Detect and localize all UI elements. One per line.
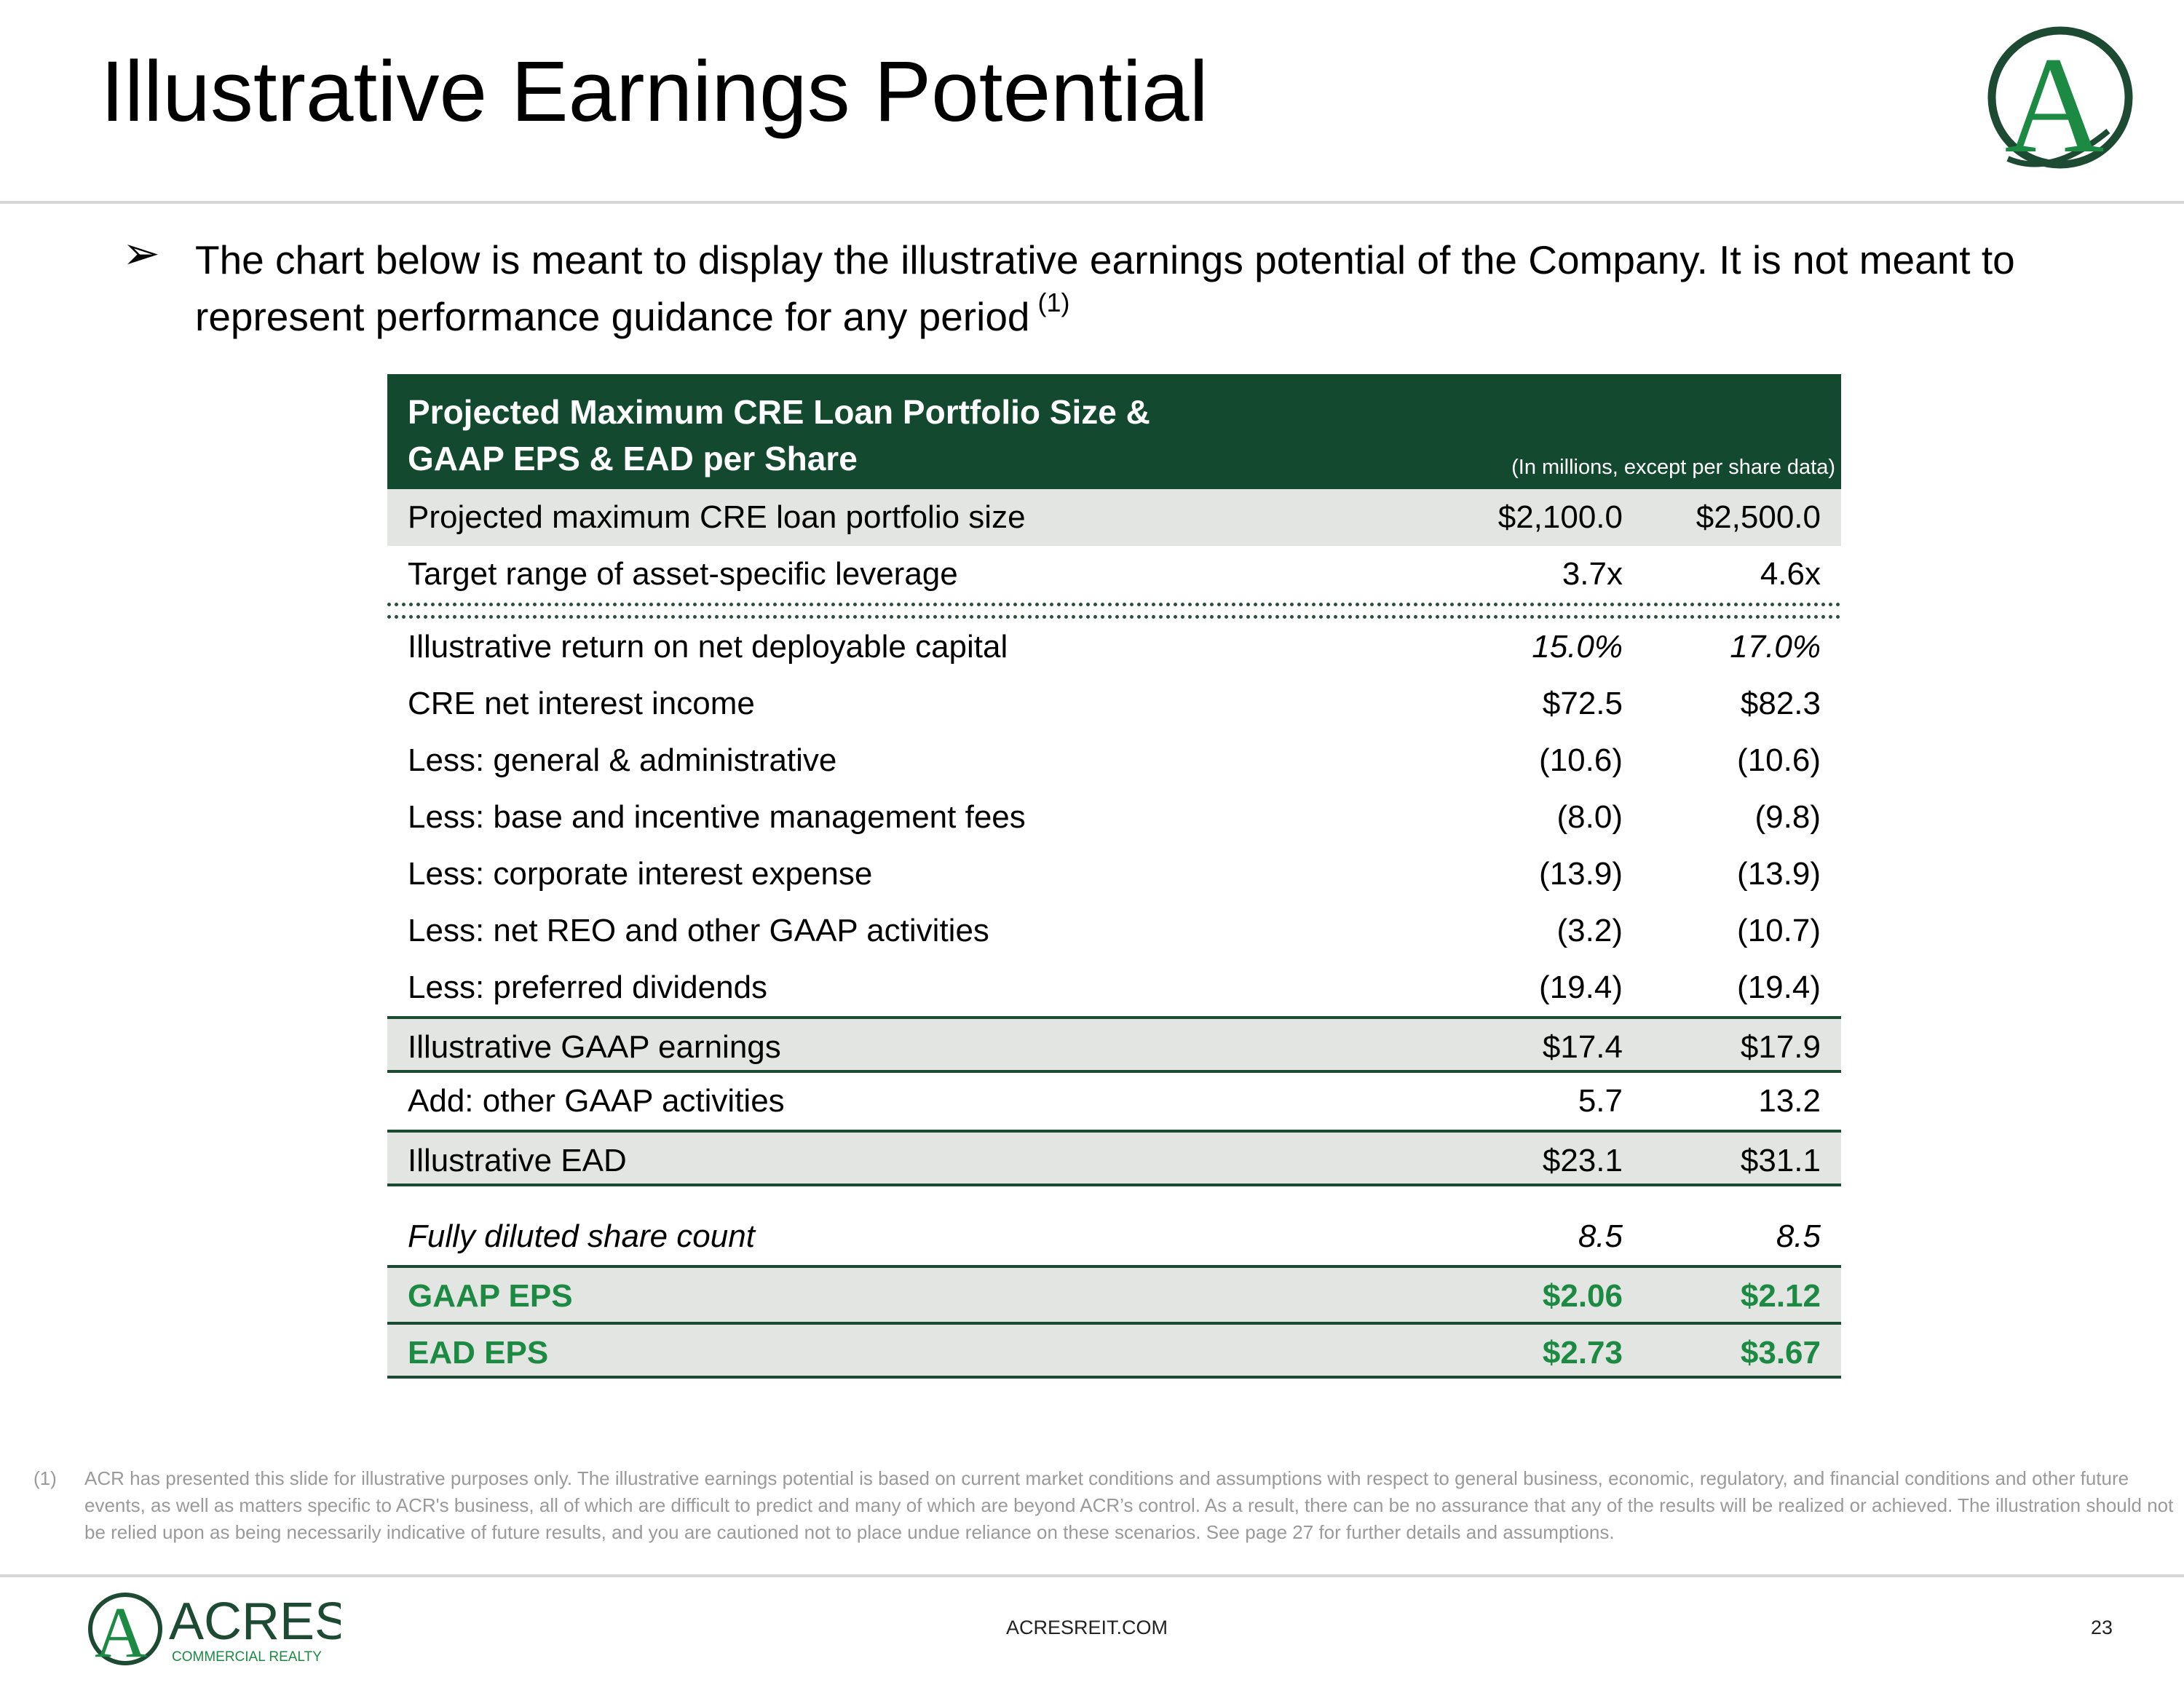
table-row: Illustrative EAD $23.1 $31.1 <box>387 1130 1841 1186</box>
intro-text: The chart below is meant to display the … <box>195 237 2015 339</box>
earnings-table: Projected Maximum CRE Loan Portfolio Siz… <box>387 374 1841 1379</box>
arrow-bullet-icon: ➢ <box>122 229 160 279</box>
table-row: Less: net REO and other GAAP activities … <box>408 913 1821 948</box>
svg-text:A: A <box>2004 29 2104 181</box>
page-number: 23 <box>2091 1617 2113 1638</box>
table-row: Add: other GAAP activities 5.7 13.2 <box>408 1083 1821 1119</box>
svg-text:A: A <box>95 1592 147 1673</box>
svg-text:ACRES: ACRES <box>169 1593 341 1651</box>
table-row: Less: base and incentive management fees… <box>408 799 1821 835</box>
svg-text:COMMERCIAL REALTY: COMMERCIAL REALTY <box>172 1649 322 1665</box>
dotted-separator <box>387 603 1841 619</box>
row-gap <box>387 1186 1841 1208</box>
table-row: Less: general & administrative (10.6) (1… <box>408 742 1821 778</box>
acres-logo-icon: A <box>1987 26 2133 181</box>
table-row: Illustrative GAAP earnings $17.4 $17.9 <box>387 1016 1841 1073</box>
footer-url: ACRESREIT.COM <box>1006 1617 1168 1638</box>
table-header: Projected Maximum CRE Loan Portfolio Siz… <box>387 374 1841 489</box>
header-divider <box>0 201 2184 204</box>
footer-divider <box>0 1574 2184 1577</box>
table-row: CRE net interest income $72.5 $82.3 <box>408 686 1821 721</box>
table-row: Target range of asset-specific leverage … <box>408 556 1821 592</box>
table-title: Projected Maximum CRE Loan Portfolio Siz… <box>408 393 1150 477</box>
table-row: EAD EPS $2.73 $3.67 <box>387 1322 1841 1379</box>
acres-footer-logo-icon: A ACRES COMMERCIAL REALTY <box>88 1592 341 1673</box>
table-row: Illustrative return on net deployable ca… <box>408 629 1821 665</box>
table-row: GAAP EPS $2.06 $2.12 <box>387 1265 1841 1322</box>
table-row: Less: corporate interest expense (13.9) … <box>408 856 1821 892</box>
table-row: Projected maximum CRE loan portfolio siz… <box>387 489 1841 546</box>
table-row: Less: preferred dividends (19.4) (19.4) <box>408 970 1821 1005</box>
unit-note: (In millions, except per share data) <box>1511 456 1835 479</box>
footnote-ref: (1) <box>1037 288 1070 317</box>
table-row: Fully diluted share count 8.5 8.5 <box>408 1218 1821 1254</box>
page-title: Illustrative Earnings Potential <box>100 44 1208 140</box>
